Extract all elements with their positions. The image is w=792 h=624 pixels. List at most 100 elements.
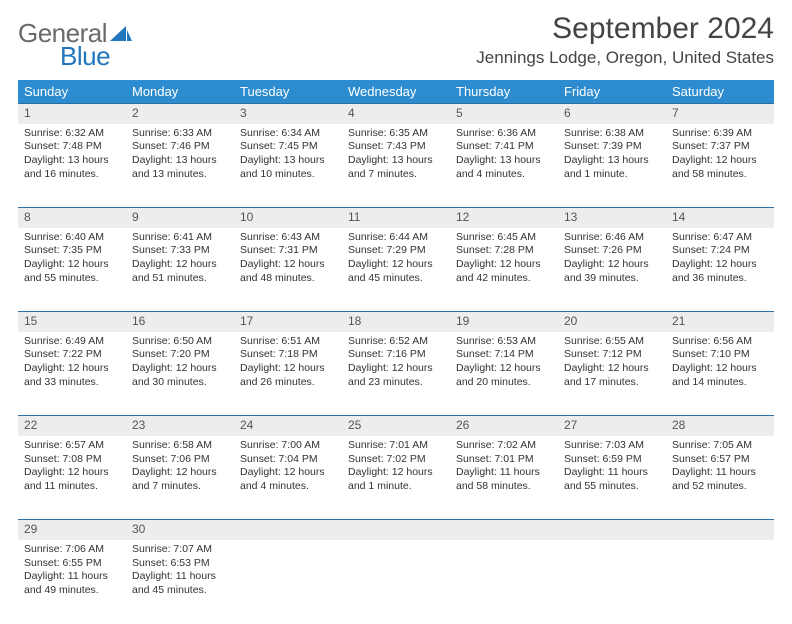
- day-number-row: 891011121314: [18, 208, 774, 228]
- day-number-row: 22232425262728: [18, 416, 774, 436]
- day-details: Sunrise: 7:06 AMSunset: 6:55 PMDaylight:…: [24, 543, 120, 598]
- day-cell: Sunrise: 6:58 AMSunset: 7:06 PMDaylight:…: [126, 436, 234, 520]
- day-number-cell: 13: [558, 208, 666, 228]
- sunrise-line: Sunrise: 7:02 AM: [456, 439, 552, 453]
- sunrise-line: Sunrise: 6:53 AM: [456, 335, 552, 349]
- week-row: Sunrise: 6:32 AMSunset: 7:48 PMDaylight:…: [18, 124, 774, 208]
- day-cell: Sunrise: 6:51 AMSunset: 7:18 PMDaylight:…: [234, 332, 342, 416]
- day-number-cell: 6: [558, 104, 666, 124]
- sunrise-line: Sunrise: 6:56 AM: [672, 335, 768, 349]
- day-number-cell: 21: [666, 312, 774, 332]
- sunrise-line: Sunrise: 6:40 AM: [24, 231, 120, 245]
- sunrise-line: Sunrise: 6:39 AM: [672, 127, 768, 141]
- sunrise-line: Sunrise: 6:45 AM: [456, 231, 552, 245]
- day-number-cell: 14: [666, 208, 774, 228]
- day-details: Sunrise: 6:39 AMSunset: 7:37 PMDaylight:…: [672, 127, 768, 182]
- sunset-line: Sunset: 7:29 PM: [348, 244, 444, 258]
- day-number-cell: 7: [666, 104, 774, 124]
- day-cell: Sunrise: 6:57 AMSunset: 7:08 PMDaylight:…: [18, 436, 126, 520]
- sunrise-line: Sunrise: 6:36 AM: [456, 127, 552, 141]
- day-number-cell: [450, 520, 558, 540]
- day-number-cell: 23: [126, 416, 234, 436]
- weekday-header: Thursday: [450, 80, 558, 104]
- sunset-line: Sunset: 7:18 PM: [240, 348, 336, 362]
- day-cell: Sunrise: 6:32 AMSunset: 7:48 PMDaylight:…: [18, 124, 126, 208]
- day-number-cell: 27: [558, 416, 666, 436]
- daylight-line: Daylight: 11 hours and 45 minutes.: [132, 570, 228, 597]
- day-number-cell: 11: [342, 208, 450, 228]
- sunrise-line: Sunrise: 6:33 AM: [132, 127, 228, 141]
- day-cell: [666, 540, 774, 624]
- sunrise-line: Sunrise: 6:51 AM: [240, 335, 336, 349]
- sunrise-line: Sunrise: 7:06 AM: [24, 543, 120, 557]
- sunset-line: Sunset: 6:53 PM: [132, 557, 228, 571]
- day-details: Sunrise: 6:47 AMSunset: 7:24 PMDaylight:…: [672, 231, 768, 286]
- sunset-line: Sunset: 7:45 PM: [240, 140, 336, 154]
- day-cell: Sunrise: 7:02 AMSunset: 7:01 PMDaylight:…: [450, 436, 558, 520]
- week-row: Sunrise: 6:40 AMSunset: 7:35 PMDaylight:…: [18, 228, 774, 312]
- week-row: Sunrise: 7:06 AMSunset: 6:55 PMDaylight:…: [18, 540, 774, 624]
- sunrise-line: Sunrise: 6:52 AM: [348, 335, 444, 349]
- day-number-cell: 26: [450, 416, 558, 436]
- month-title: September 2024: [476, 12, 774, 46]
- daylight-line: Daylight: 12 hours and 17 minutes.: [564, 362, 660, 389]
- day-number-cell: 3: [234, 104, 342, 124]
- day-cell: Sunrise: 6:34 AMSunset: 7:45 PMDaylight:…: [234, 124, 342, 208]
- sunset-line: Sunset: 7:01 PM: [456, 453, 552, 467]
- day-number-cell: 12: [450, 208, 558, 228]
- daylight-line: Daylight: 13 hours and 7 minutes.: [348, 154, 444, 181]
- daylight-line: Daylight: 12 hours and 14 minutes.: [672, 362, 768, 389]
- sunset-line: Sunset: 7:02 PM: [348, 453, 444, 467]
- sunset-line: Sunset: 7:31 PM: [240, 244, 336, 258]
- day-number-cell: 8: [18, 208, 126, 228]
- day-details: Sunrise: 7:07 AMSunset: 6:53 PMDaylight:…: [132, 543, 228, 598]
- day-number-cell: 29: [18, 520, 126, 540]
- day-cell: Sunrise: 7:05 AMSunset: 6:57 PMDaylight:…: [666, 436, 774, 520]
- day-number-cell: 22: [18, 416, 126, 436]
- day-details: Sunrise: 6:49 AMSunset: 7:22 PMDaylight:…: [24, 335, 120, 390]
- sunset-line: Sunset: 7:46 PM: [132, 140, 228, 154]
- day-number-cell: [342, 520, 450, 540]
- sunrise-line: Sunrise: 6:46 AM: [564, 231, 660, 245]
- weekday-header: Sunday: [18, 80, 126, 104]
- day-details: Sunrise: 6:55 AMSunset: 7:12 PMDaylight:…: [564, 335, 660, 390]
- day-number-cell: 2: [126, 104, 234, 124]
- sunrise-line: Sunrise: 6:35 AM: [348, 127, 444, 141]
- day-details: Sunrise: 6:46 AMSunset: 7:26 PMDaylight:…: [564, 231, 660, 286]
- sunset-line: Sunset: 7:04 PM: [240, 453, 336, 467]
- day-details: Sunrise: 7:02 AMSunset: 7:01 PMDaylight:…: [456, 439, 552, 494]
- logo: General Blue: [18, 12, 132, 72]
- daylight-line: Daylight: 12 hours and 45 minutes.: [348, 258, 444, 285]
- sunset-line: Sunset: 6:57 PM: [672, 453, 768, 467]
- daylight-line: Daylight: 11 hours and 52 minutes.: [672, 466, 768, 493]
- sunrise-line: Sunrise: 6:50 AM: [132, 335, 228, 349]
- daylight-line: Daylight: 11 hours and 49 minutes.: [24, 570, 120, 597]
- day-details: Sunrise: 6:52 AMSunset: 7:16 PMDaylight:…: [348, 335, 444, 390]
- sunrise-line: Sunrise: 6:41 AM: [132, 231, 228, 245]
- title-block: September 2024 Jennings Lodge, Oregon, U…: [476, 12, 774, 68]
- day-details: Sunrise: 6:58 AMSunset: 7:06 PMDaylight:…: [132, 439, 228, 494]
- daylight-line: Daylight: 11 hours and 55 minutes.: [564, 466, 660, 493]
- day-cell: Sunrise: 7:07 AMSunset: 6:53 PMDaylight:…: [126, 540, 234, 624]
- day-details: Sunrise: 6:51 AMSunset: 7:18 PMDaylight:…: [240, 335, 336, 390]
- daylight-line: Daylight: 11 hours and 58 minutes.: [456, 466, 552, 493]
- day-number-cell: 9: [126, 208, 234, 228]
- daylight-line: Daylight: 12 hours and 39 minutes.: [564, 258, 660, 285]
- day-details: Sunrise: 6:33 AMSunset: 7:46 PMDaylight:…: [132, 127, 228, 182]
- day-details: Sunrise: 6:44 AMSunset: 7:29 PMDaylight:…: [348, 231, 444, 286]
- day-cell: Sunrise: 7:03 AMSunset: 6:59 PMDaylight:…: [558, 436, 666, 520]
- day-number-row: 1234567: [18, 104, 774, 124]
- sunrise-line: Sunrise: 6:49 AM: [24, 335, 120, 349]
- day-details: Sunrise: 6:40 AMSunset: 7:35 PMDaylight:…: [24, 231, 120, 286]
- sunset-line: Sunset: 7:08 PM: [24, 453, 120, 467]
- day-number-cell: 4: [342, 104, 450, 124]
- daylight-line: Daylight: 12 hours and 4 minutes.: [240, 466, 336, 493]
- day-cell: [342, 540, 450, 624]
- day-cell: Sunrise: 7:06 AMSunset: 6:55 PMDaylight:…: [18, 540, 126, 624]
- day-number-cell: [666, 520, 774, 540]
- day-details: Sunrise: 6:34 AMSunset: 7:45 PMDaylight:…: [240, 127, 336, 182]
- day-number-cell: 28: [666, 416, 774, 436]
- day-details: Sunrise: 6:45 AMSunset: 7:28 PMDaylight:…: [456, 231, 552, 286]
- day-number-cell: 5: [450, 104, 558, 124]
- sunrise-line: Sunrise: 6:58 AM: [132, 439, 228, 453]
